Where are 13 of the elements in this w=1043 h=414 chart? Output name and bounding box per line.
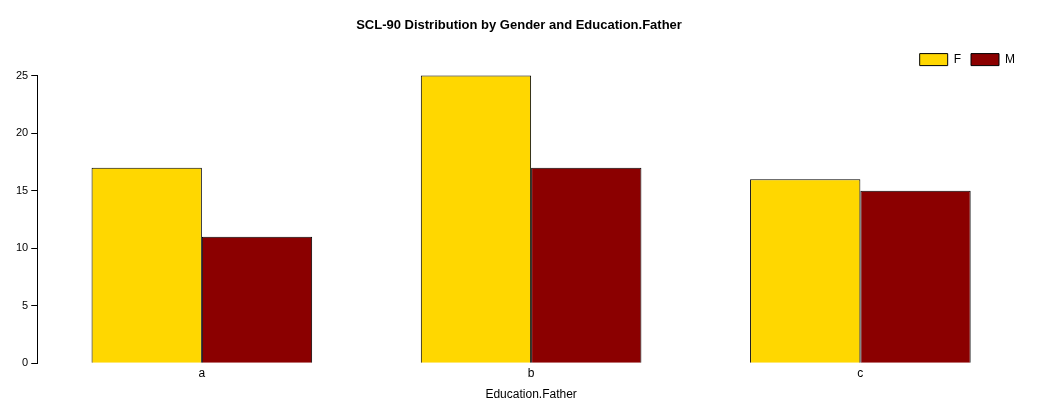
y-tick-label: 10 xyxy=(15,241,29,254)
y-tick-label: 5 xyxy=(22,298,29,311)
legend-label: M xyxy=(1005,51,1015,66)
chart-title: SCL-90 Distribution by Gender and Education.Father xyxy=(356,17,682,33)
y-tick-label: 15 xyxy=(15,183,29,196)
x-tick-label: b xyxy=(527,365,535,380)
y-tick-label: 0 xyxy=(22,356,29,369)
x-axis-title: Education.Father xyxy=(485,387,577,402)
legend-label: F xyxy=(953,51,962,66)
y-tick-label: 20 xyxy=(15,126,29,139)
x-tick-label: a xyxy=(198,365,206,380)
y-tick-label: 25 xyxy=(15,68,29,81)
x-tick-label: c xyxy=(857,365,864,380)
